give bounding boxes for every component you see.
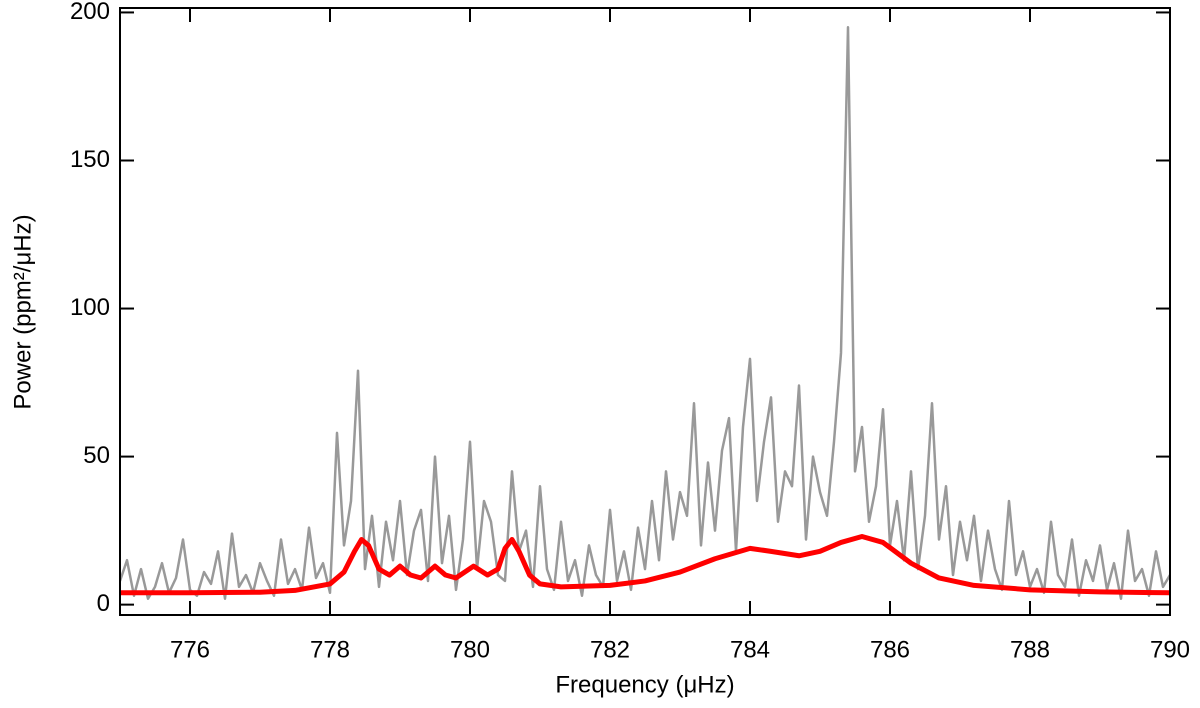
x-tick-label: 780 xyxy=(450,636,490,663)
y-axis-label: Power (ppm²/μHz) xyxy=(9,214,36,409)
x-tick-label: 788 xyxy=(1010,636,1050,663)
y-tick-label: 200 xyxy=(70,0,110,25)
x-tick-label: 786 xyxy=(870,636,910,663)
series-line xyxy=(120,534,1170,596)
x-tick-label: 776 xyxy=(170,636,210,663)
y-tick-label: 0 xyxy=(97,590,110,617)
x-tick-label: 782 xyxy=(590,636,630,663)
y-tick-label: 100 xyxy=(70,294,110,321)
x-tick-label: 790 xyxy=(1150,636,1190,663)
x-tick-label: 778 xyxy=(310,636,350,663)
series-line xyxy=(120,26,1170,600)
plot-frame xyxy=(119,7,1171,616)
y-tick-label: 50 xyxy=(83,442,110,469)
y-tick-label: 150 xyxy=(70,146,110,173)
x-axis-label: Frequency (μHz) xyxy=(555,671,734,698)
plot-area xyxy=(120,26,1170,600)
x-tick-label: 784 xyxy=(730,636,770,663)
